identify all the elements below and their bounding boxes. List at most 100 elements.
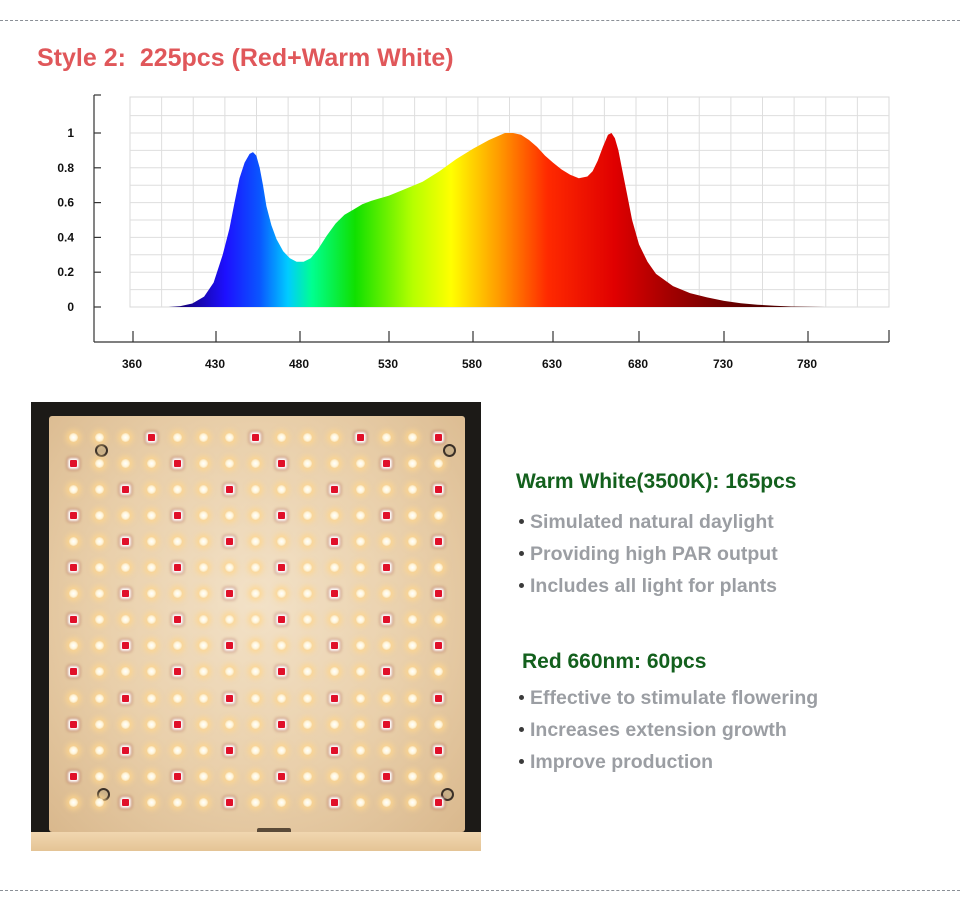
warm-white-led: [251, 484, 261, 494]
red-led: [121, 798, 129, 806]
warm-white-led: [355, 458, 365, 468]
warm-white-led: [303, 745, 313, 755]
warm-white-led: [407, 745, 417, 755]
red-led: [226, 694, 234, 702]
x-tick-label: 580: [462, 357, 482, 371]
red-led: [121, 537, 129, 545]
warm-white-led: [225, 667, 235, 677]
red-led: [121, 485, 129, 493]
warm-white-led: [146, 563, 156, 572]
warm-white-led: [251, 719, 261, 729]
warm-white-led: [146, 484, 156, 494]
warm-white-led: [199, 693, 208, 703]
warm-white-led: [94, 615, 104, 625]
warm-white-led: [355, 641, 365, 651]
warm-white-led: [355, 719, 365, 729]
warm-white-led: [407, 536, 417, 546]
warm-white-led: [355, 667, 365, 677]
red-led: [173, 616, 181, 624]
list-item-text: Simulated natural daylight: [530, 511, 774, 533]
warm-white-led: [94, 797, 104, 807]
red-led: [434, 537, 442, 545]
red-led: [330, 485, 338, 493]
warm-white-led: [146, 797, 156, 807]
warm-white-led: [172, 589, 182, 599]
warm-white-led: [433, 615, 443, 625]
warm-white-led: [381, 484, 391, 494]
red-led: [382, 720, 390, 728]
warm-white-led: [225, 458, 235, 468]
warm-white-led: [251, 458, 261, 468]
warm-white-led: [251, 536, 261, 546]
warm-white-led: [251, 667, 261, 677]
warm-white-led: [199, 719, 208, 729]
warm-white-led: [199, 536, 208, 546]
red-led: [434, 694, 442, 702]
warm-white-led: [172, 536, 182, 546]
y-tick-label: 0: [67, 300, 74, 314]
warm-white-led: [94, 484, 104, 494]
red-led: [69, 772, 77, 780]
warm-white-led: [172, 693, 182, 703]
red-led: [330, 590, 338, 598]
x-tick-label: 480: [289, 357, 309, 371]
warm-white-led: [251, 693, 261, 703]
red-led: [69, 668, 77, 676]
red-led: [69, 511, 77, 519]
chart-axes: [93, 94, 890, 343]
warm-white-led: [433, 771, 443, 781]
warm-white-led: [146, 536, 156, 546]
x-tick-label: 780: [797, 357, 817, 371]
red-led: [330, 642, 338, 650]
warm-white-led: [94, 536, 104, 546]
warm-white-led: [303, 615, 313, 625]
bullet-icon: [519, 582, 524, 588]
warm-white-led: [94, 667, 104, 677]
warm-white-led: [225, 615, 235, 625]
warm-white-led: [172, 484, 182, 494]
warm-white-led: [94, 458, 104, 468]
red-led: [252, 433, 260, 441]
warm-white-led: [120, 432, 130, 442]
red-led: [226, 798, 234, 806]
list-item: Providing high PAR output: [516, 538, 778, 570]
bullet-icon: [519, 694, 524, 700]
red-led: [278, 772, 286, 780]
warm-white-led: [94, 510, 104, 520]
warm-white-led: [199, 510, 208, 520]
spectrum-series-area: [168, 133, 842, 307]
warm-white-led: [407, 771, 417, 781]
warm-white-led: [68, 797, 78, 807]
red-led: [434, 746, 442, 754]
red-led: [434, 485, 442, 493]
list-item: Improve production: [516, 746, 818, 778]
warm-white-led: [407, 589, 417, 599]
warm-white-led: [303, 797, 313, 807]
x-tick-label: 360: [122, 357, 142, 371]
warm-white-led: [303, 484, 313, 494]
warm-white-led: [303, 667, 313, 677]
warm-white-led: [329, 432, 339, 442]
warm-white-led: [199, 563, 208, 572]
red-led: [173, 511, 181, 519]
warm-white-led: [407, 615, 417, 625]
red-led: [173, 720, 181, 728]
warm-white-led: [199, 745, 208, 755]
list-item-text: Effective to stimulate flowering: [530, 687, 819, 709]
warm-white-led: [146, 667, 156, 677]
warm-white-led: [199, 484, 208, 494]
red-led: [330, 537, 338, 545]
warm-white-led: [381, 432, 391, 442]
warm-white-led: [251, 510, 261, 520]
mount-hole: [441, 788, 454, 801]
warm-white-led: [355, 589, 365, 599]
warm-white-led: [329, 458, 339, 468]
warm-white-led: [277, 536, 287, 546]
warm-white-led: [146, 693, 156, 703]
red-led: [173, 668, 181, 676]
warm-white-led: [120, 667, 130, 677]
warm-white-led: [433, 458, 443, 468]
red-led: [434, 590, 442, 598]
panel-glow: [31, 832, 481, 851]
warm-white-led: [355, 797, 365, 807]
